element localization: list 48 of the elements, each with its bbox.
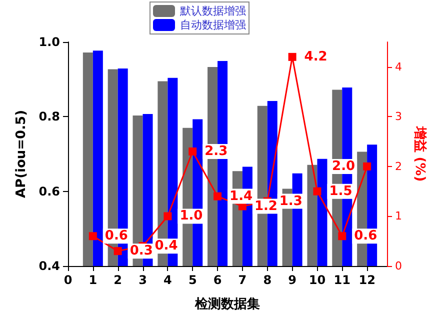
point xyxy=(88,232,97,240)
y2-tick-label: 1 xyxy=(395,210,402,223)
y2-tick-label: 0 xyxy=(395,260,402,272)
legend-label: 默认数据增强 xyxy=(179,4,246,18)
x-tick-label: 4 xyxy=(164,273,172,287)
point xyxy=(313,187,322,196)
data-label: 1.4 xyxy=(230,188,253,204)
point xyxy=(288,52,296,61)
x-tick-label: 12 xyxy=(358,273,376,287)
data-label: 2.0 xyxy=(332,158,356,174)
x-tick-label: 6 xyxy=(213,273,222,287)
x-tick-label: 9 xyxy=(288,273,296,287)
data-label: 0.3 xyxy=(130,244,153,259)
data-label: 1.2 xyxy=(254,198,278,214)
data-label: 1.0 xyxy=(180,208,203,224)
x-tick-label: 5 xyxy=(188,273,197,287)
y-tick-label: 1.0 xyxy=(38,35,60,49)
y2-tick-label: 4 xyxy=(395,60,402,74)
x-tick-label: 7 xyxy=(238,273,247,287)
y-tick-label: 0.8 xyxy=(38,110,60,124)
x-tick-label: 10 xyxy=(308,273,326,287)
y2-tick-label: 3 xyxy=(395,110,402,124)
point xyxy=(188,148,197,156)
x-tick-label: 8 xyxy=(263,273,272,287)
x-tick-label: 11 xyxy=(334,273,350,287)
data-label: 0.6 xyxy=(104,228,128,244)
data-label: 2.3 xyxy=(204,144,228,160)
x-tick-label: 0 xyxy=(64,273,72,287)
y-axis-title: AP(iou=0.5) xyxy=(14,110,29,198)
x-tick-label: 1 xyxy=(88,273,98,287)
legend-label: 自动数据增强 xyxy=(180,18,246,32)
data-label: 1.3 xyxy=(279,194,302,209)
point xyxy=(363,162,372,170)
point xyxy=(114,247,122,256)
y-tick-label: 0.4 xyxy=(38,259,60,273)
data-label: 4.2 xyxy=(304,49,328,64)
data-label: 0.4 xyxy=(154,238,178,254)
x-axis-title: 检测数据集 xyxy=(194,297,260,312)
point xyxy=(164,212,172,220)
y2-axis-title: 增益 (%) xyxy=(412,125,427,182)
y2-tick-label: 2 xyxy=(395,160,402,173)
x-tick-label: 2 xyxy=(114,273,122,287)
data-label: 1.5 xyxy=(329,184,352,199)
x-tick-label: 3 xyxy=(138,273,147,287)
point xyxy=(338,232,346,240)
y-tick-label: 0.6 xyxy=(38,184,60,198)
point xyxy=(214,192,222,200)
data-label: 0.6 xyxy=(354,228,378,244)
